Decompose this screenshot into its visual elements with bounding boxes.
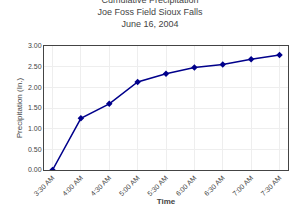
svg-text:5:30 AM: 5:30 AM <box>146 174 169 197</box>
svg-text:6:30 AM: 6:30 AM <box>203 174 226 197</box>
svg-text:7:00 AM: 7:00 AM <box>231 174 254 197</box>
svg-text:1.50: 1.50 <box>28 104 42 111</box>
svg-text:6:00 AM: 6:00 AM <box>174 174 197 197</box>
svg-text:3.00: 3.00 <box>28 42 42 49</box>
svg-text:4:30 AM: 4:30 AM <box>89 174 112 197</box>
svg-text:4:00 AM: 4:00 AM <box>61 174 84 197</box>
svg-text:Cumulative PrecipitationJoe Fo: Cumulative PrecipitationJoe Foss Field S… <box>97 0 203 29</box>
svg-text:2.50: 2.50 <box>28 63 42 70</box>
svg-text:7:30 AM: 7:30 AM <box>260 174 283 197</box>
svg-text:0.50: 0.50 <box>28 146 42 153</box>
svg-text:1.00: 1.00 <box>28 125 42 132</box>
svg-text:0.00: 0.00 <box>28 166 42 173</box>
svg-text:3:30 AM: 3:30 AM <box>33 174 56 197</box>
svg-text:5:00 AM: 5:00 AM <box>118 174 141 197</box>
svg-text:2.00: 2.00 <box>28 84 42 91</box>
svg-text:Time: Time <box>157 197 176 206</box>
svg-text:Precipitation (In.): Precipitation (In.) <box>15 77 24 138</box>
